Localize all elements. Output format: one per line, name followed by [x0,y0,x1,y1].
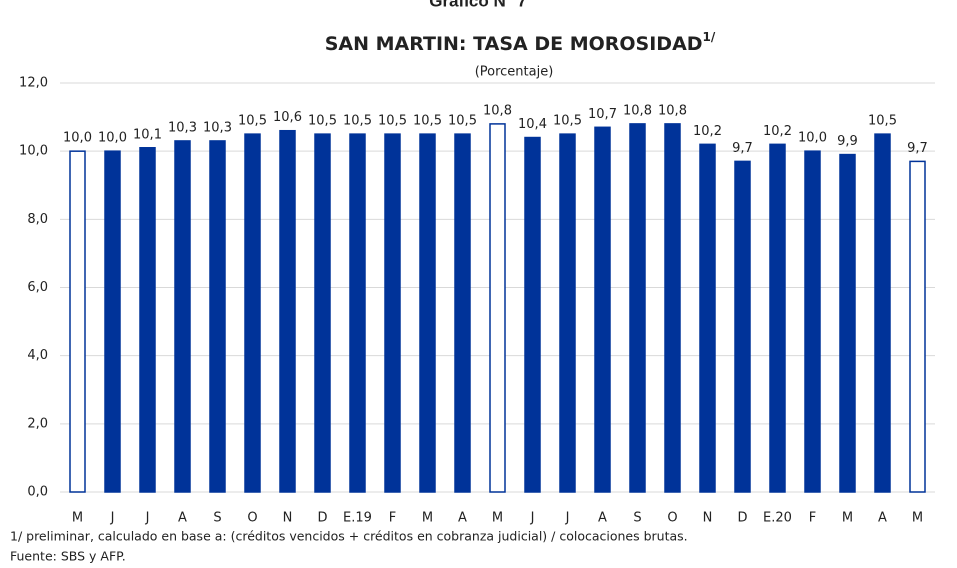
value-label: 10,8 [483,103,512,118]
y-tick-label: 8,0 [27,212,48,227]
y-tick-label: 6,0 [27,280,48,295]
y-tick-label: 0,0 [27,485,48,500]
x-tick-label: E.20 [763,511,792,526]
value-label: 10,5 [343,114,372,129]
bar [804,150,821,493]
bar [104,150,121,493]
footnote: 1/ preliminar, calculado en base a: (cré… [10,529,688,544]
value-label: 10,7 [588,107,617,122]
bar [419,133,436,493]
title-superscript: 1/ [703,30,716,44]
chart-title: SAN MARTIN: TASA DE MOROSIDAD1/ [325,30,716,55]
bar [909,160,926,493]
x-tick-label: D [317,511,327,526]
bar [69,150,86,493]
bar [524,136,541,493]
x-tick-label: E.19 [343,511,372,526]
x-tick-label: J [565,511,570,526]
y-tick-label: 12,0 [19,76,48,91]
x-tick-label: S [213,511,221,526]
value-label: 10,5 [378,114,407,129]
value-label: 10,2 [693,124,722,139]
x-tick-label: A [458,511,467,526]
x-tick-label: M [72,511,83,526]
bar [629,123,646,493]
bar [559,133,576,493]
figure-label: Gráfico N° 7 [429,0,527,10]
value-label: 10,5 [413,114,442,129]
bar [209,140,226,493]
x-tick-label: O [667,511,677,526]
bar [314,133,331,493]
value-label: 10,5 [448,114,477,129]
bar [734,160,751,493]
bar [174,140,191,493]
value-label: 10,8 [623,103,652,118]
value-label: 9,7 [907,141,928,156]
bar [699,143,716,493]
x-tick-label: D [737,511,747,526]
x-tick-label: J [145,511,150,526]
bar [664,123,681,493]
value-label: 10,1 [133,127,162,142]
x-tick-label: J [530,511,535,526]
value-label: 10,5 [553,114,582,129]
value-label: 10,0 [63,131,92,146]
value-label: 10,5 [868,114,897,129]
y-tick-label: 10,0 [19,144,48,159]
x-tick-label: M [422,511,433,526]
source: Fuente: SBS y AFP. [10,549,126,564]
chart-subtitle: (Porcentaje) [475,65,554,80]
value-label: 10,0 [98,131,127,146]
x-tick-label: M [492,511,503,526]
x-tick-label: F [809,511,816,526]
x-tick-label: F [389,511,396,526]
value-label: 10,5 [308,114,337,129]
value-label: 10,2 [763,124,792,139]
bar [489,123,506,493]
x-tick-label: A [178,511,187,526]
y-tick-label: 4,0 [27,348,48,363]
value-label: 10,8 [658,103,687,118]
bar [349,133,366,493]
value-label: 9,7 [732,141,753,156]
x-tick-label: A [598,511,607,526]
bar [594,126,611,493]
value-label: 10,3 [203,120,232,135]
bar [769,143,786,493]
x-tick-label: J [110,511,115,526]
value-label: 10,3 [168,120,197,135]
x-tick-label: A [878,511,887,526]
value-label: 10,6 [273,110,302,125]
bar [454,133,471,493]
bar [279,129,296,493]
bar [874,133,891,493]
bar [384,133,401,493]
x-tick-label: M [912,511,923,526]
value-label: 9,9 [837,134,858,149]
value-label: 10,0 [798,131,827,146]
bar [244,133,261,493]
y-tick-label: 2,0 [27,416,48,431]
x-tick-label: N [703,511,713,526]
title-text: SAN MARTIN: TASA DE MOROSIDAD [325,33,703,55]
x-tick-label: N [283,511,293,526]
x-tick-label: M [842,511,853,526]
x-tick-label: O [247,511,257,526]
value-label: 10,5 [238,114,267,129]
x-tick-label: S [633,511,641,526]
value-label: 10,4 [518,117,547,132]
bar [839,153,856,493]
bar [139,147,156,493]
